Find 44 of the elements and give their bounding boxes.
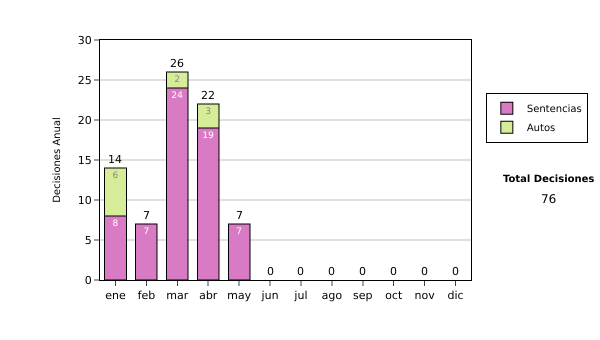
total-label: 0 — [390, 265, 397, 278]
data-label: 6 — [112, 171, 118, 181]
x-tick-label: mar — [166, 289, 189, 302]
x-tick-label: feb — [138, 289, 156, 302]
x-tick-label: jul — [293, 289, 308, 302]
total-label: 0 — [452, 265, 459, 278]
x-tick-label: ene — [105, 289, 126, 302]
y-tick-label: 5 — [84, 234, 92, 247]
y-tick-label: 0 — [84, 274, 92, 287]
total-label: 0 — [359, 265, 366, 278]
total-label: 0 — [421, 265, 428, 278]
y-axis-title: Decisiones Anual — [52, 117, 63, 203]
y-tick-label: 25 — [78, 74, 92, 87]
y-tick-label: 10 — [78, 194, 92, 207]
y-tick-label: 20 — [78, 114, 92, 127]
y-tick-label: 30 — [78, 34, 92, 47]
data-label: 24 — [171, 91, 184, 101]
total-label: 0 — [267, 265, 274, 278]
total-label: 7 — [236, 209, 243, 222]
text: 76 — [541, 192, 556, 206]
legend-label: Autos — [526, 123, 556, 134]
x-tick-label: abr — [199, 289, 218, 302]
data-label: 2 — [174, 75, 180, 85]
x-tick-label: jun — [260, 289, 279, 302]
data-label: 7 — [144, 227, 150, 237]
total-label: 22 — [201, 89, 215, 102]
total-label: 0 — [297, 265, 304, 278]
x-tick-label: nov — [414, 289, 436, 302]
text: Total Decisiones — [503, 174, 594, 185]
legend-label: Sentencias — [526, 104, 582, 116]
total-label: 14 — [108, 153, 122, 166]
data-label: 8 — [112, 219, 118, 229]
data-label: 3 — [205, 107, 212, 117]
x-tick-label: dic — [447, 289, 464, 302]
x-tick-label: ago — [322, 289, 342, 302]
y-tick-label: 15 — [78, 154, 92, 167]
x-tick-label: may — [227, 289, 252, 302]
data-label: 19 — [202, 131, 214, 141]
total-label: 0 — [328, 265, 335, 278]
total-label: 7 — [143, 209, 150, 222]
total-label: 26 — [170, 57, 184, 70]
data-label: 7 — [236, 227, 242, 237]
x-tick-label: oct — [385, 289, 403, 302]
x-tick-label: sep — [353, 289, 373, 302]
